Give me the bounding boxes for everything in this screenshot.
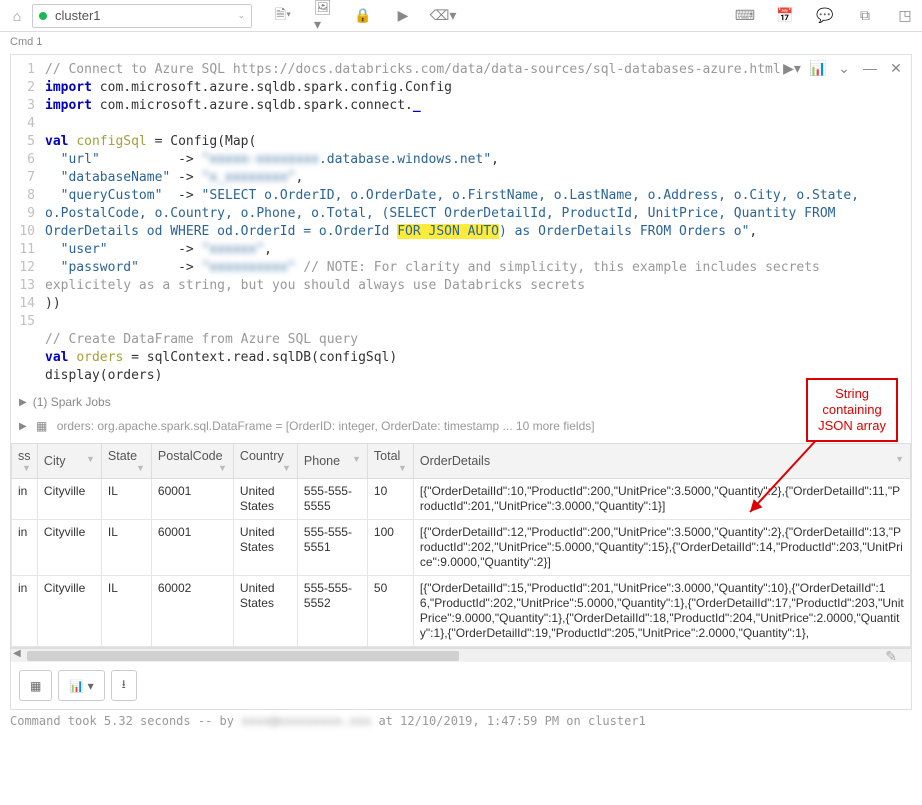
column-header[interactable]: OrderDetails▼: [413, 444, 910, 479]
spark-jobs-label: (1) Spark Jobs: [33, 395, 111, 409]
lock-icon[interactable]: 🔒: [354, 7, 372, 25]
callout-line: containing: [818, 402, 886, 418]
schedule-icon[interactable]: 📅: [776, 7, 794, 25]
cell-chart-icon[interactable]: 📊: [809, 59, 827, 77]
run-icon[interactable]: ▶: [394, 7, 412, 25]
cell-collapse-icon[interactable]: ⌄: [835, 59, 853, 77]
cmd-label: Cmd 1: [0, 32, 52, 52]
expand-triangle-icon: ▶: [19, 421, 27, 432]
schema-text: orders: org.apache.spark.sql.DataFrame =…: [57, 419, 595, 433]
download-button[interactable]: ⭳: [111, 670, 137, 701]
cell-run-icon[interactable]: ▶▾: [783, 59, 801, 77]
spark-jobs-row[interactable]: ▶ (1) Spark Jobs: [11, 391, 911, 413]
expand-triangle-icon: ▶: [19, 397, 27, 408]
cluster-name: cluster1: [55, 8, 101, 23]
cell-close-icon[interactable]: ✕: [887, 59, 905, 77]
footer-user: xxxx@xxxxxxxxx.xxx: [241, 714, 371, 728]
cluster-selector[interactable]: cluster1 ⌄: [32, 4, 252, 28]
footer-suffix: at 12/10/2019, 1:47:59 PM on cluster1: [371, 714, 646, 728]
cell-minimize-icon[interactable]: —: [861, 59, 879, 77]
schema-row[interactable]: ▶ ▦ orders: org.apache.spark.sql.DataFra…: [11, 413, 911, 439]
table-row: inCityvilleIL60002United States555-555-5…: [12, 576, 911, 647]
column-header[interactable]: State▼: [101, 444, 151, 479]
table-view-button[interactable]: ▦: [19, 670, 52, 701]
column-header[interactable]: Total▼: [367, 444, 413, 479]
comment-icon[interactable]: 💬: [816, 7, 834, 25]
file-icon[interactable]: 🗎▾: [274, 7, 292, 25]
code-editor[interactable]: 123456789101112131415// Connect to Azure…: [11, 55, 911, 391]
keyboard-icon[interactable]: ⌨: [736, 7, 754, 25]
edit-icon[interactable]: ✎: [885, 648, 897, 665]
callout-line: String: [818, 386, 886, 402]
column-header[interactable]: Country▼: [233, 444, 297, 479]
callout-line: JSON array: [818, 418, 886, 434]
notebook-cell: ▶▾ 📊 ⌄ — ✕ 123456789101112131415// Conne…: [10, 54, 912, 710]
image-icon[interactable]: 🖼▾: [314, 7, 332, 25]
result-table-wrap: ss▼City▼State▼PostalCode▼Country▼Phone▼T…: [11, 443, 911, 648]
status-dot: [39, 12, 47, 20]
table-row: inCityvilleIL60001United States555-555-5…: [12, 520, 911, 576]
revisions-icon[interactable]: ⧉: [856, 7, 874, 25]
clear-icon[interactable]: ⌫▾: [434, 7, 452, 25]
mlflow-icon[interactable]: ◳: [896, 7, 914, 25]
notebook-toolbar: ⌂ cluster1 ⌄ 🗎▾ 🖼▾ 🔒 ▶ ⌫▾ ⌨ 📅 💬 ⧉ ◳: [0, 0, 922, 32]
command-footer: Command took 5.32 seconds -- by xxxx@xxx…: [0, 710, 922, 732]
chevron-down-icon: ⌄: [237, 10, 245, 21]
table-icon: ▦: [33, 417, 51, 435]
horizontal-scrollbar[interactable]: [11, 648, 911, 662]
footer-prefix: Command took 5.32 seconds -- by: [10, 714, 241, 728]
cell-toolbar: ▶▾ 📊 ⌄ — ✕: [783, 59, 905, 77]
chart-view-button[interactable]: 📊 ▾: [58, 670, 104, 701]
column-header[interactable]: ss▼: [12, 444, 38, 479]
result-toolbar: ▦ 📊 ▾ ⭳: [11, 662, 911, 709]
attach-icon[interactable]: ⌂: [8, 7, 26, 25]
result-table: ss▼City▼State▼PostalCode▼Country▼Phone▼T…: [11, 443, 911, 647]
column-header[interactable]: Phone▼: [297, 444, 367, 479]
annotation-callout: String containing JSON array: [806, 378, 898, 442]
column-header[interactable]: PostalCode▼: [151, 444, 233, 479]
column-header[interactable]: City▼: [37, 444, 101, 479]
table-row: inCityvilleIL60001United States555-555-5…: [12, 479, 911, 520]
